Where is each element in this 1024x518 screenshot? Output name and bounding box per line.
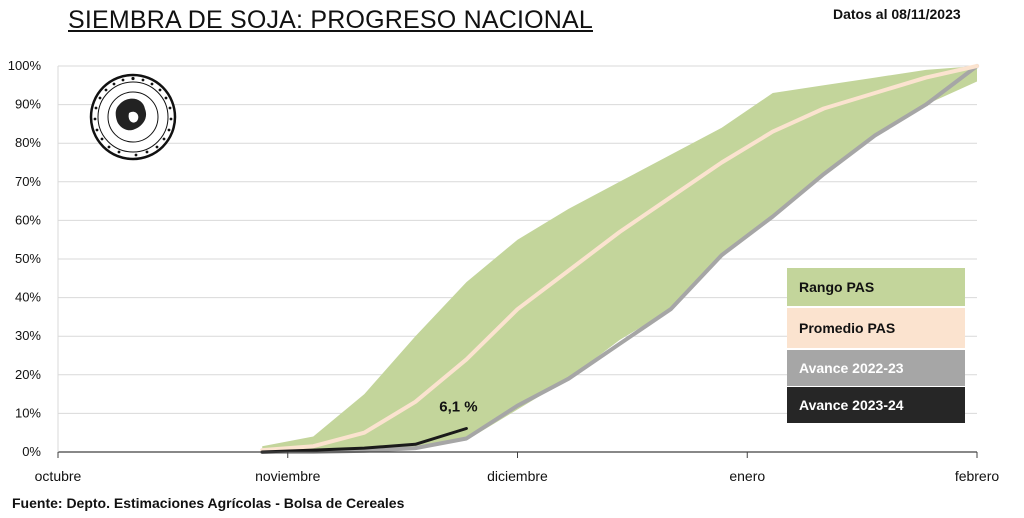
annotation-label: 6,1 %	[439, 398, 477, 415]
y-tick-label: 0%	[22, 444, 41, 459]
y-tick-label: 40%	[15, 290, 41, 305]
x-tick-label: enero	[729, 468, 765, 484]
data-date: Datos al 08/11/2023	[833, 6, 961, 22]
legend-label-avance-2022: Avance 2022-23	[799, 360, 904, 376]
y-tick-label: 20%	[15, 367, 41, 382]
y-tick-label: 90%	[15, 97, 41, 112]
y-tick-label: 30%	[15, 328, 41, 343]
y-tick-label: 60%	[15, 212, 41, 227]
y-tick-label: 50%	[15, 251, 41, 266]
x-tick-label: octubre	[35, 468, 82, 484]
x-tick-label: noviembre	[255, 468, 321, 484]
legend-avance-2023-24: Avance 2023-24	[787, 387, 965, 423]
y-tick-label: 80%	[15, 135, 41, 150]
y-tick-label: 70%	[15, 174, 41, 189]
source-note: Fuente: Depto. Estimaciones Agrícolas - …	[12, 495, 405, 511]
promedio-pas-line	[260, 64, 979, 453]
chart-title: SIEMBRA DE SOJA: PROGRESO NACIONAL	[68, 6, 593, 34]
x-tick-label: diciembre	[487, 468, 548, 484]
y-tick-label: 10%	[15, 405, 41, 420]
y-tick-label: 100%	[8, 58, 42, 73]
legend-label-rango: Rango PAS	[799, 279, 875, 295]
legend-label-avance-2023: Avance 2023-24	[799, 397, 904, 413]
legend-label-promedio: Promedio PAS	[799, 320, 896, 336]
legend-rango-pas: Rango PAS	[787, 268, 965, 306]
legend-promedio-pas: Promedio PAS	[787, 308, 965, 348]
bolsa-cereales-seal-icon	[89, 73, 177, 161]
x-tick-label: febrero	[955, 468, 1000, 484]
legend-avance-2022-23: Avance 2022-23	[787, 350, 965, 386]
avance-2022-23-line	[260, 64, 979, 454]
avance-2023-24-line	[260, 427, 468, 454]
rango-pas-band	[262, 66, 977, 452]
